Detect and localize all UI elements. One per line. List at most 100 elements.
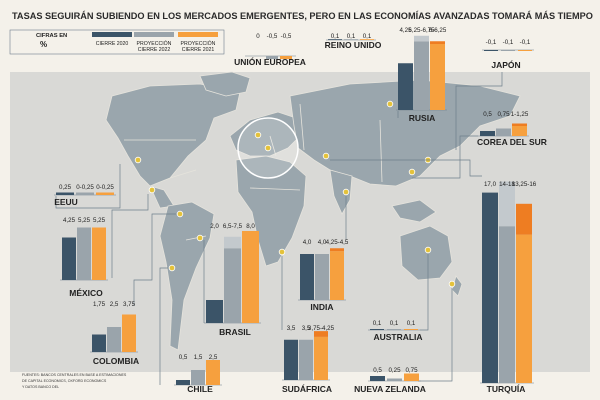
legend-label-3-line-2: CIERRE 2021 — [182, 47, 215, 53]
bar-turquia-3 — [516, 234, 532, 383]
bar-japon-1 — [484, 50, 498, 51]
country-label-australia: AUSTRALIA — [373, 332, 422, 342]
bar-eeuu-1 — [56, 192, 74, 195]
map-border-2 — [169, 169, 197, 179]
value-label-nueva-zelanda-3: 0,75 — [405, 367, 418, 374]
map-landmass-7 — [289, 79, 521, 187]
bar-corea-del-sur-1 — [480, 131, 495, 136]
legend-box — [9, 29, 225, 55]
bar-range-corea-del-sur-3 — [512, 123, 527, 126]
bar-rusia-2 — [414, 41, 429, 110]
value-label-japon-3: -0,1 — [520, 39, 531, 46]
marker-reino-unido — [254, 131, 262, 139]
value-label-india-1: 4,0 — [303, 239, 312, 246]
map-border-4 — [299, 103, 305, 151]
value-label-colombia-2: 2,5 — [110, 301, 119, 308]
value-label-brasil-1: 2,0 — [210, 223, 219, 230]
country-label-reino-unido: REINO UNIDO — [325, 40, 382, 50]
bar-india-2 — [315, 254, 329, 300]
marker-colombia — [176, 210, 184, 218]
bar-union-europea-3 — [280, 56, 292, 59]
value-label-chile-1: 0,5 — [179, 354, 188, 361]
value-label-eeuu-1: 0,25 — [59, 184, 72, 191]
connector-eeuu — [55, 164, 121, 209]
connector-chile — [159, 267, 168, 385]
bar-colombia-3 — [122, 314, 136, 352]
bar-reino-unido-2 — [344, 39, 358, 40]
marker-union-europea — [264, 144, 272, 152]
legend-label-3-line-1: PROYECCIÓN — [181, 40, 216, 47]
bar-sudafrica-2 — [299, 339, 313, 380]
marker-corea-del-sur — [408, 168, 416, 176]
bar-corea-del-sur-2 — [496, 128, 511, 136]
marker-eeuu — [134, 156, 142, 164]
bar-reino-unido-1 — [328, 39, 342, 40]
bar-range-rusia-3 — [430, 41, 445, 44]
value-label-sudafrica-2: 3,5 — [302, 325, 311, 332]
bar-mexico-3 — [92, 227, 106, 280]
value-label-mexico-2: 5,25 — [78, 217, 91, 224]
page-title: TASAS SEGUIRÁN SUBIENDO EN LOS MERCADOS … — [12, 10, 593, 21]
bar-chile-1 — [176, 380, 190, 385]
bar-union-europea-2 — [266, 56, 278, 59]
value-label-corea-del-sur-2: 0,75 — [497, 111, 510, 118]
connector-nueva-zelanda — [418, 288, 453, 382]
bar-eeuu-2 — [76, 192, 94, 195]
value-label-australia-3: 0,1 — [407, 320, 416, 327]
map-landmass-6 — [235, 155, 307, 267]
country-label-mexico: MÉXICO — [69, 288, 103, 298]
bar-corea-del-sur-3 — [512, 126, 527, 136]
connector-australia — [420, 254, 429, 331]
source-note-line-1: FUENTES: BANCOS CENTRALES EN BASE A ESTI… — [22, 373, 127, 377]
bar-australia-2 — [387, 329, 401, 330]
country-label-nueva-zelanda: NUEVA ZELANDA — [354, 384, 426, 394]
value-label-brasil-3: 8,0 — [246, 223, 255, 230]
connector-mexico — [111, 194, 149, 278]
country-label-sudafrica: SUDÁFRICA — [282, 384, 332, 394]
connector-corea-del-sur — [412, 135, 478, 179]
bar-colombia-2 — [107, 327, 121, 352]
value-label-rusia-3: 6-6,25 — [429, 27, 447, 34]
bar-range-brasil-2 — [224, 236, 241, 249]
marker-australia — [424, 246, 432, 254]
value-label-chile-2: 1,5 — [194, 354, 203, 361]
legend-swatch-1 — [92, 32, 132, 37]
value-label-rusia-1: 4,25 — [399, 27, 412, 34]
country-label-turquia: TURQUÍA — [487, 384, 526, 394]
value-label-australia-1: 0,1 — [373, 320, 382, 327]
value-label-india-3: 4,25-4,5 — [326, 239, 349, 246]
value-label-chile-3: 2,5 — [209, 354, 218, 361]
country-label-colombia: COLOMBIA — [93, 356, 139, 366]
bar-turquia-1 — [482, 192, 498, 383]
source-note-line-2: DE CAPITAL ECONOMICS, OXFORD ECONOMICS — [22, 379, 107, 383]
value-label-union-europea-2: -0,5 — [267, 33, 278, 40]
country-label-chile: CHILE — [187, 384, 213, 394]
country-label-union-europea: UNIÓN EUROPEA — [234, 56, 306, 67]
map-landmass-5 — [229, 111, 301, 157]
map-landmass-9 — [391, 199, 437, 223]
bar-rusia-3 — [430, 44, 445, 110]
bar-nueva-zelanda-1 — [370, 376, 385, 381]
marker-mexico — [148, 186, 156, 194]
legend-label-2-line-1: PROYECCIÓN — [137, 40, 172, 47]
value-label-brasil-2: 6,5-7,5 — [223, 223, 243, 230]
marker-brasil — [196, 234, 204, 242]
country-label-rusia: RUSIA — [409, 113, 435, 123]
bar-australia-3 — [404, 329, 418, 330]
value-label-colombia-1: 1,75 — [93, 301, 106, 308]
value-label-reino-unido-3: 0,1 — [363, 33, 372, 40]
value-label-turquia-3: 13,25-16 — [512, 181, 537, 188]
value-label-eeuu-2: 0-0,25 — [76, 184, 94, 191]
connector-japon — [455, 72, 503, 150]
country-label-corea-del-sur: COREA DEL SUR — [477, 137, 547, 147]
country-label-brasil: BRASIL — [219, 327, 251, 337]
value-label-mexico-1: 4,25 — [63, 217, 76, 224]
legend-swatch-3 — [178, 32, 218, 37]
bar-mexico-2 — [77, 227, 91, 280]
bar-range-india-3 — [330, 248, 344, 252]
bar-nueva-zelanda-2 — [387, 378, 402, 381]
value-label-turquia-2: 14-18 — [499, 181, 515, 188]
value-label-india-2: 4,0 — [318, 239, 327, 246]
